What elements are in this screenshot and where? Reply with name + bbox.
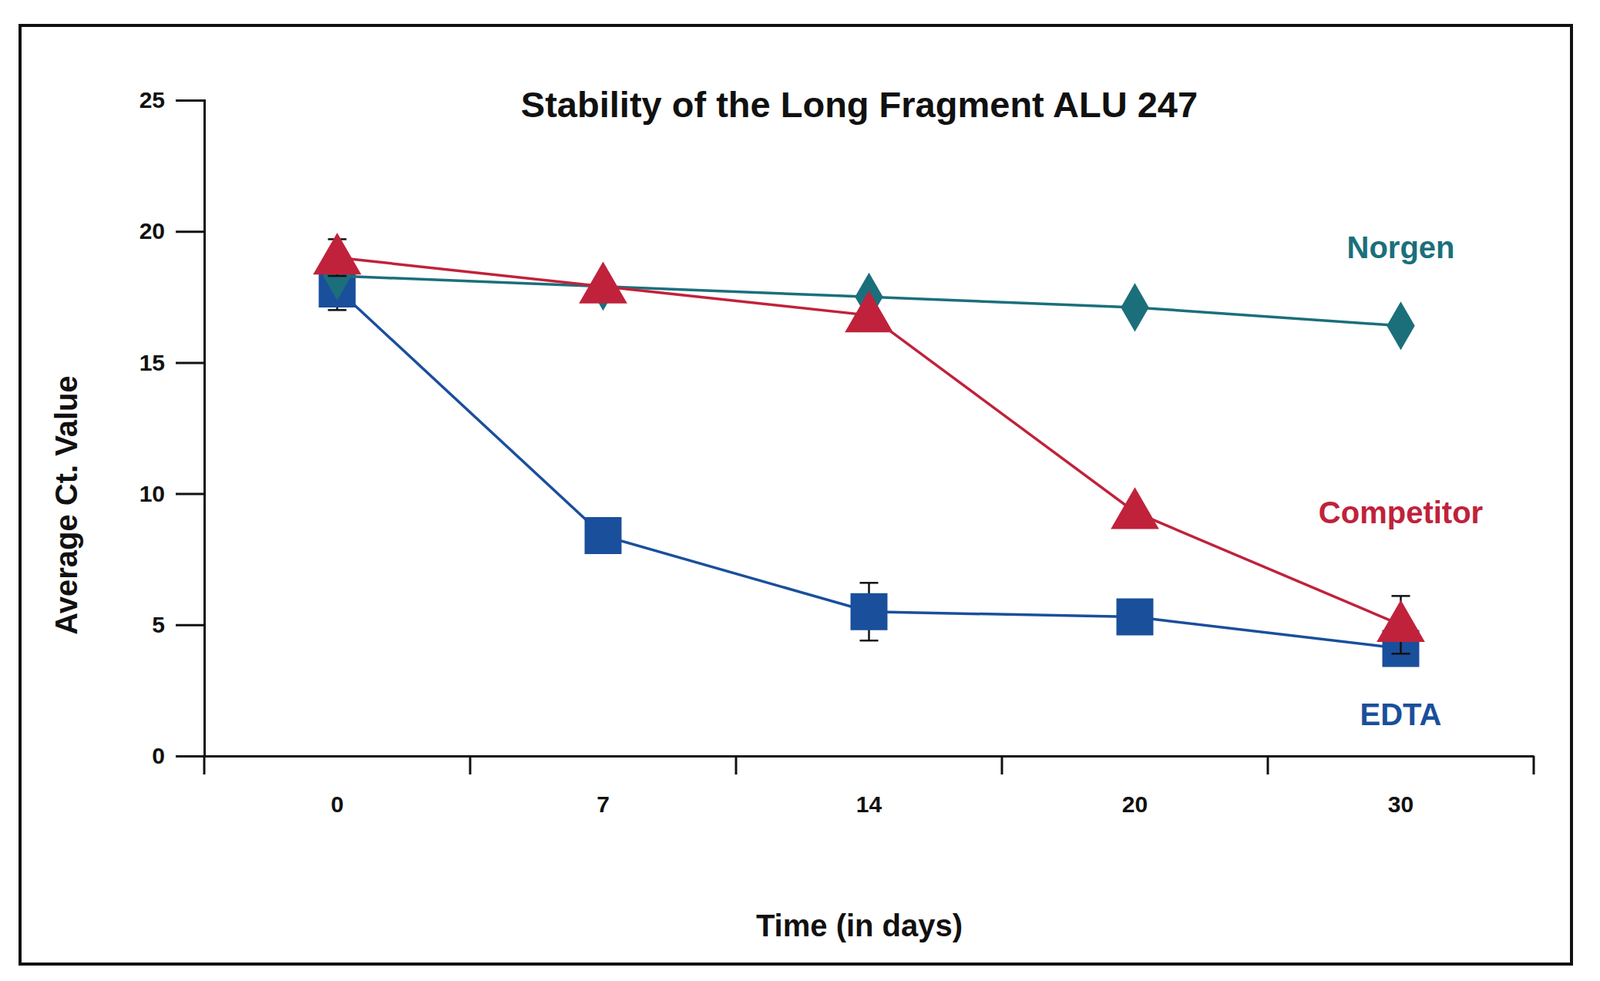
y-tick-mark: [175, 624, 205, 627]
series-line: [337, 257, 1402, 626]
y-tick-mark: [175, 493, 205, 496]
y-tick: 20: [139, 218, 205, 244]
y-axis-line: [175, 100, 206, 757]
title: Stability of the Long Fragment ALU 247: [521, 84, 1198, 125]
marker: [844, 290, 894, 333]
y-tick: 10: [139, 480, 205, 507]
error-cap: [860, 639, 879, 643]
x-axis-line: [205, 755, 1535, 758]
marker: [1386, 301, 1415, 350]
y-tick-mark: [175, 755, 205, 758]
x-divider: [1532, 756, 1536, 775]
series-label: Norgen: [1347, 230, 1456, 265]
x-axis-title: Time (in days): [756, 908, 963, 943]
marker: [850, 593, 888, 631]
series-line: [337, 289, 1402, 649]
series-label: Competitor: [1318, 495, 1483, 530]
series: [319, 268, 1420, 668]
y-tick-label: 10: [139, 480, 165, 507]
x-tick-label: 14: [856, 791, 883, 817]
y-tick: 15: [139, 349, 205, 376]
x-tick: 14: [856, 756, 883, 817]
x-divider: [469, 756, 472, 775]
error-cap: [328, 309, 347, 312]
error-cap: [1391, 594, 1411, 598]
y-tick: 25: [139, 87, 205, 113]
x-tick: 30: [1388, 756, 1414, 817]
x-dividers: [204, 756, 1534, 775]
marker: [1116, 598, 1154, 636]
marker: [578, 262, 628, 304]
x-divider: [1267, 756, 1270, 775]
marker: [312, 232, 362, 275]
x-tick: 20: [1122, 756, 1148, 817]
error-cap: [1391, 652, 1411, 656]
y-tick-mark: [175, 99, 205, 102]
marker: [584, 517, 622, 555]
frame: [20, 25, 1572, 965]
y-tick-mark: [175, 361, 205, 364]
error-cap: [860, 581, 879, 585]
x-tick-label: 20: [1122, 791, 1148, 817]
x-axis: 0 7 14 20 30: [205, 756, 1535, 817]
marker: [1376, 600, 1426, 643]
x-tick-label: 7: [596, 791, 610, 817]
error-cap: [328, 275, 347, 278]
y-tick-label: 20: [139, 218, 165, 244]
x-divider: [735, 756, 738, 775]
x-tick: 0: [330, 756, 344, 817]
y-axis: 0 5 10 15 20 25: [139, 87, 206, 769]
x-tick-label: 0: [330, 791, 344, 817]
x-divider: [1001, 756, 1004, 775]
plot-area: [312, 232, 1426, 667]
x-tick-label: 30: [1388, 791, 1414, 817]
series-label: EDTA: [1360, 697, 1443, 732]
y-tick-label: 0: [151, 742, 165, 769]
y-tick: 0: [151, 742, 205, 769]
x-divider: [203, 756, 206, 775]
marker: [1120, 282, 1149, 332]
y-tick: 5: [151, 611, 205, 638]
chart: Stability of the Long Fragment ALU 247 0 5…: [0, 0, 1600, 981]
y-axis-title: Average Ct. Value: [49, 375, 84, 635]
y-tick-label: 5: [151, 611, 165, 638]
y-tick-label: 15: [139, 349, 165, 376]
marker: [1110, 487, 1160, 529]
y-tick-mark: [175, 230, 205, 233]
x-tick: 7: [596, 756, 610, 817]
series: [322, 252, 1415, 351]
y-tick-label: 25: [139, 87, 165, 113]
series: [312, 232, 1426, 654]
